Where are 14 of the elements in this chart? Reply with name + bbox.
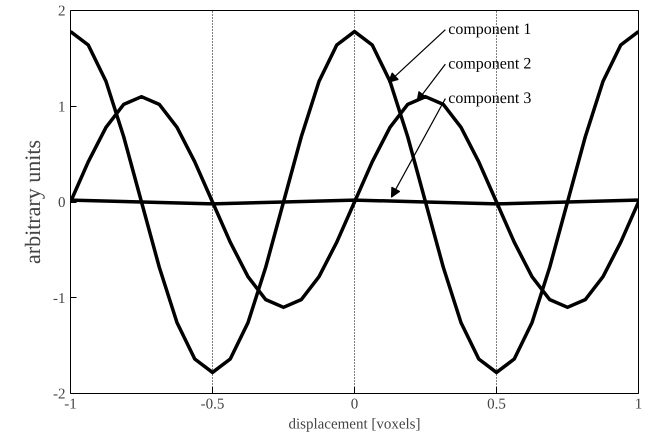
- y-axis-title: arbitrary units: [20, 140, 46, 264]
- y-tick-label: 0: [58, 195, 66, 211]
- annotation: component 1: [448, 21, 532, 38]
- y-tick-label: -1: [53, 290, 66, 307]
- annotation: component 3: [448, 90, 532, 108]
- x-tick-label: 0: [350, 396, 358, 412]
- y-tick-label: -2: [53, 386, 66, 402]
- x-tick-label: 1: [634, 396, 642, 412]
- annotation: component 2: [448, 56, 532, 73]
- x-axis-title: displacement [voxels]: [288, 416, 421, 432]
- x-tick-label: -0.5: [200, 396, 224, 412]
- y-tick-label: 1: [58, 99, 66, 116]
- x-tick-label: 0.5: [487, 396, 506, 412]
- y-tick-label: 2: [58, 4, 66, 20]
